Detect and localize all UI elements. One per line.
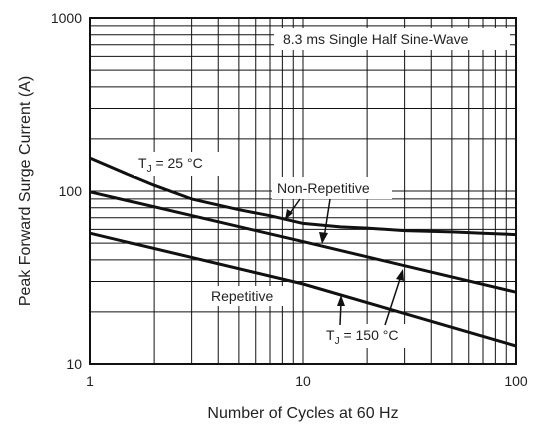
arrowhead-nonrep-to-curve — [319, 232, 328, 244]
tj25-value: = 25 °C — [152, 155, 203, 171]
series-curve — [89, 231, 517, 348]
label-repetitive: Repetitive — [206, 286, 290, 306]
y-tick-label: 100 — [59, 183, 83, 199]
label-tj-25: TJ = 25 °C — [134, 152, 230, 176]
x-tick-label: 1 — [86, 373, 94, 389]
tj150-prefix: T — [326, 327, 335, 343]
y-tick-label: 1000 — [51, 10, 82, 26]
svg-text:TJ = 150 °C: TJ = 150 °C — [326, 327, 398, 347]
rep-text: Repetitive — [211, 288, 273, 304]
svg-text:TJ = 25 °C: TJ = 25 °C — [138, 155, 203, 175]
data-curves — [89, 156, 517, 348]
arrowhead-rep-to-curve — [337, 295, 345, 306]
y-axis-label: Peak Forward Surge Current (A) — [17, 76, 34, 306]
arrowhead-150c-to-nonrep — [396, 269, 404, 281]
y-tick-label: 10 — [66, 356, 82, 372]
x-axis-label: Number of Cycles at 60 Hz — [207, 405, 398, 422]
tj150-subscript: J — [335, 336, 340, 347]
nonrep-text: Non-Repetitive — [277, 180, 370, 196]
x-tick-label: 100 — [504, 373, 528, 389]
tj150-value: = 150 °C — [340, 327, 399, 343]
label-non-repetitive: Non-Repetitive — [272, 177, 392, 199]
arrow-nonrep-to-curve — [323, 198, 331, 239]
x-tick-label: 10 — [295, 373, 311, 389]
tj25-subscript: J — [147, 164, 152, 175]
leader-arrows — [285, 198, 404, 326]
arrow-150c-to-nonrep — [384, 275, 402, 326]
label-tj-150: TJ = 150 °C — [322, 324, 428, 348]
series-curve — [89, 190, 517, 294]
tj25-prefix: T — [138, 155, 147, 171]
condition-box: 8.3 ms Single Half Sine-Wave — [274, 28, 510, 50]
arrowhead-nonrep-to-25c — [285, 209, 293, 220]
series-curve — [89, 156, 517, 237]
plot-frame — [89, 17, 517, 365]
condition-text: 8.3 ms Single Half Sine-Wave — [283, 31, 469, 47]
